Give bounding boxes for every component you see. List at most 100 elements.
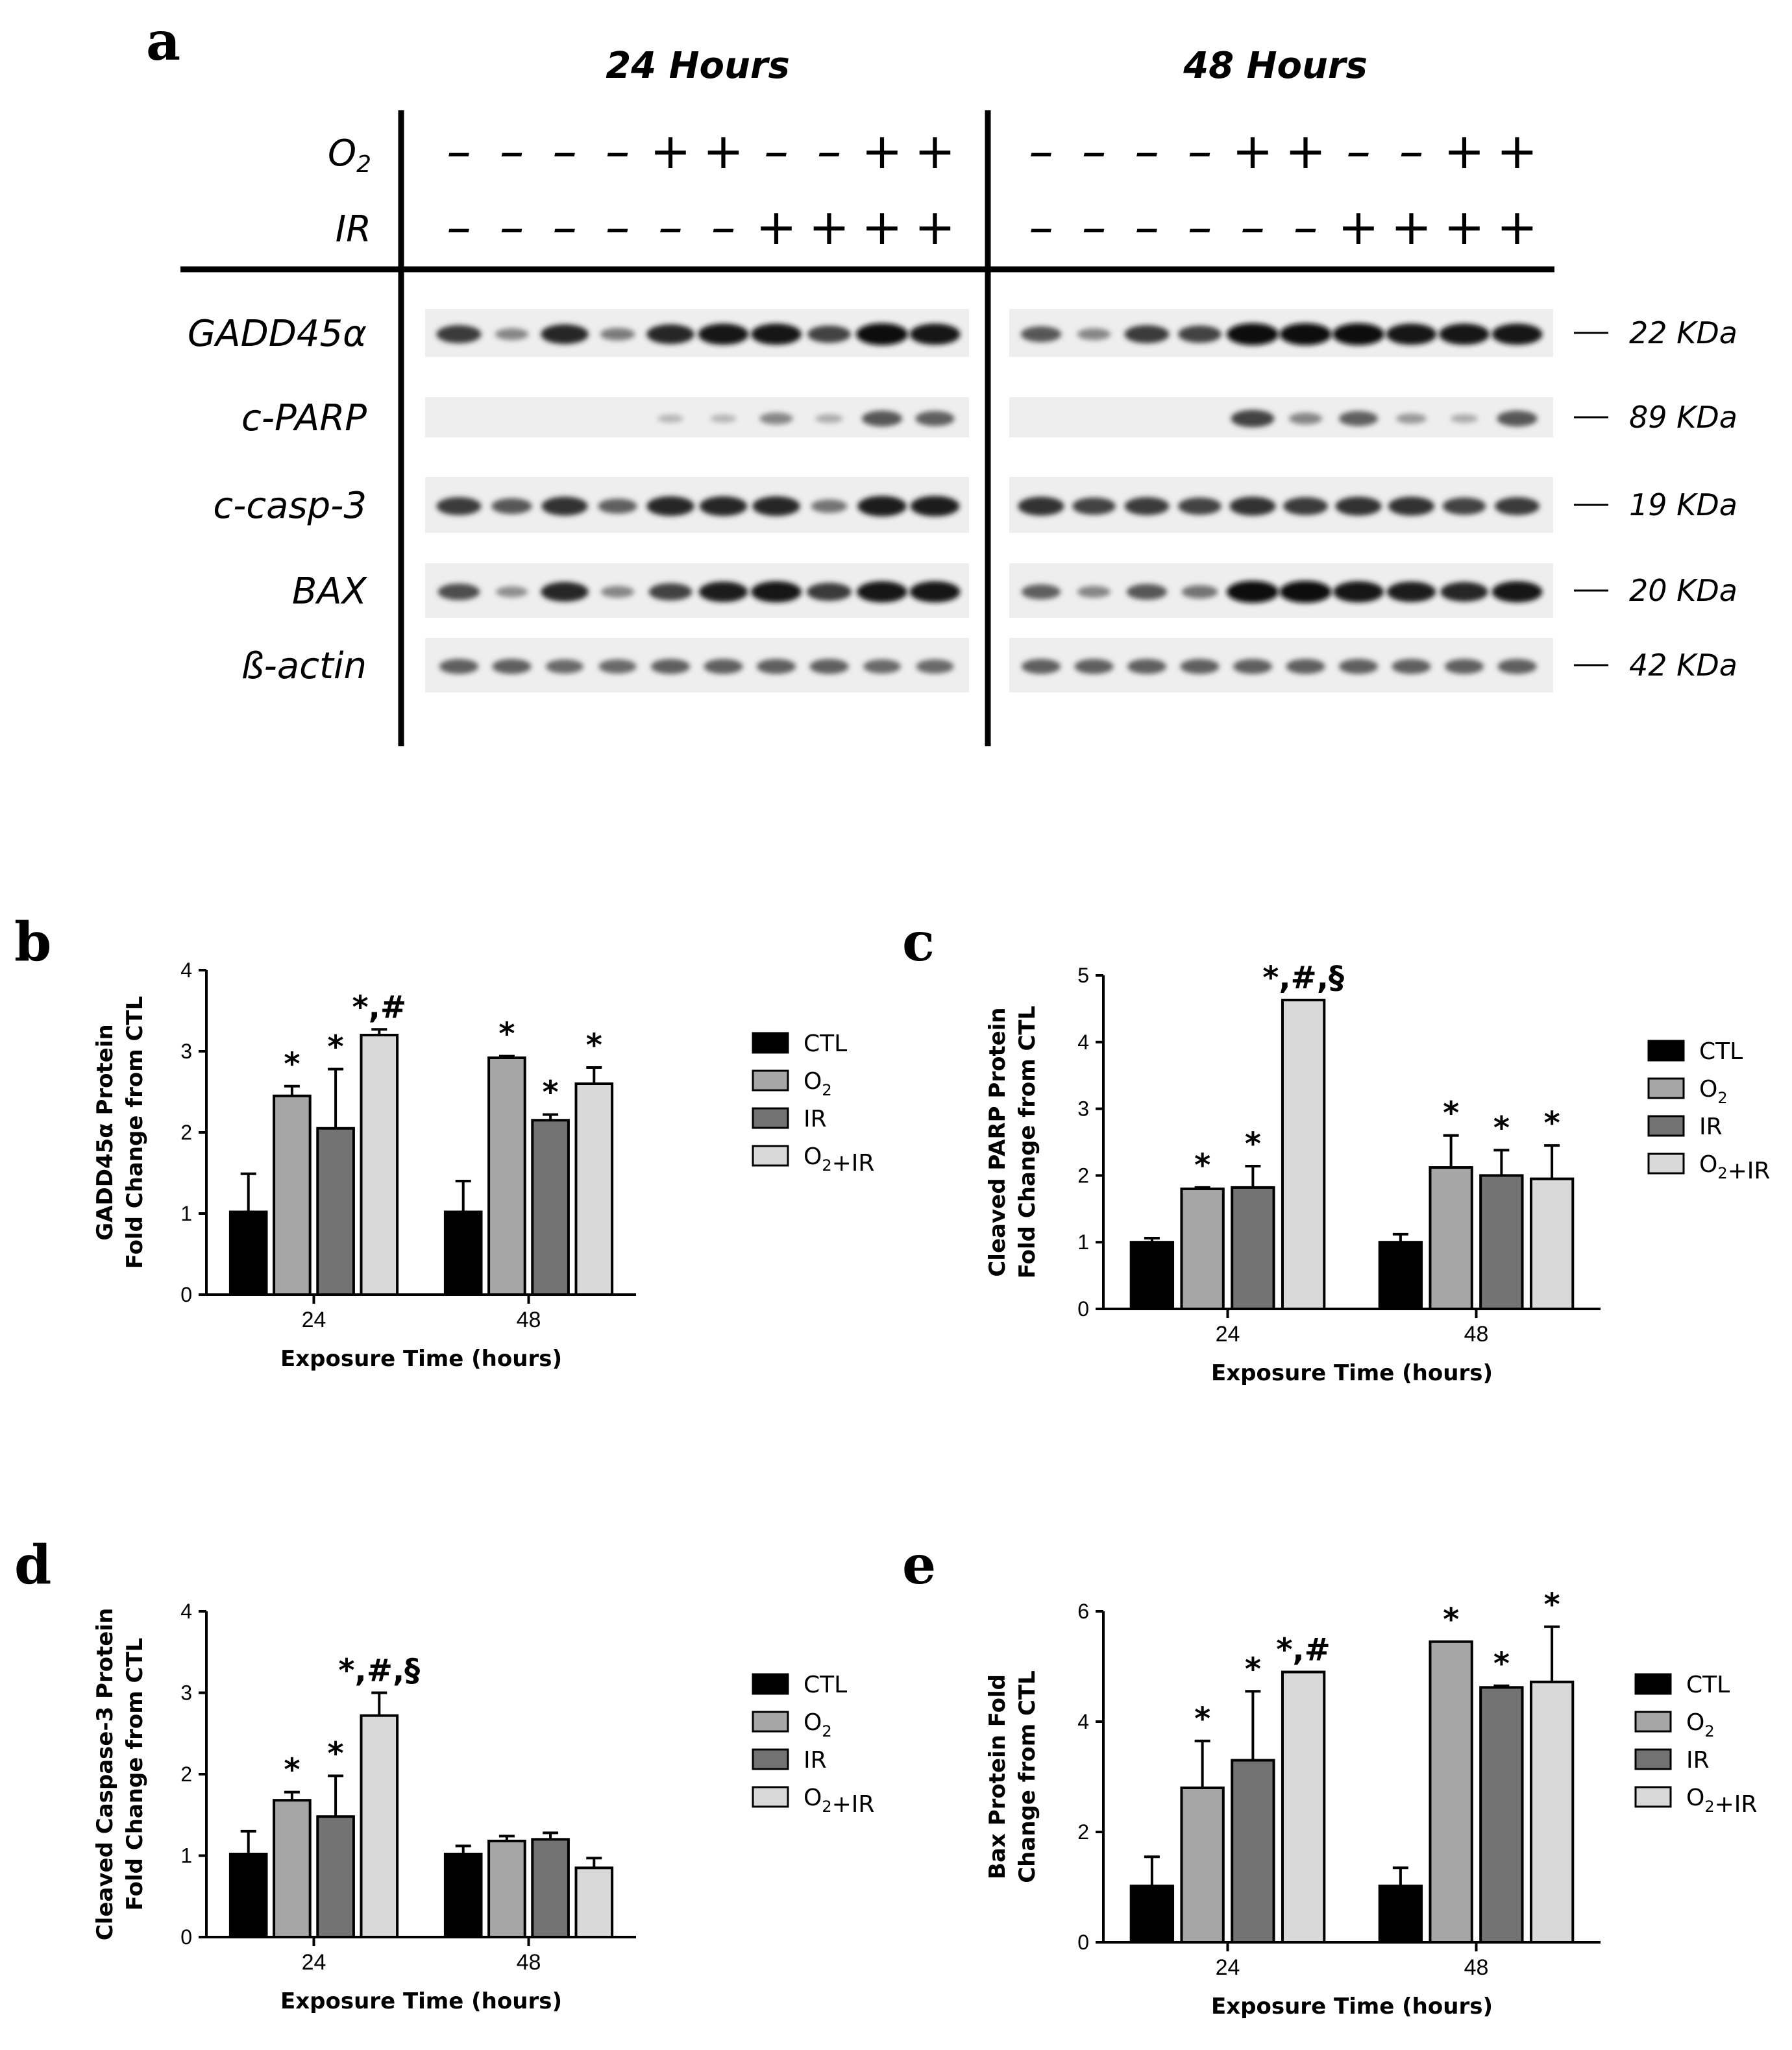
sign-48h-1-6: + xyxy=(1338,198,1379,256)
sign-24h-0-8: + xyxy=(861,122,903,180)
band-48h-4-2 xyxy=(1127,659,1167,674)
bar-o2-ir-48 xyxy=(1529,1177,1575,1311)
protein-label-0: GADD45α xyxy=(188,313,367,355)
bar-ctl-48 xyxy=(1378,1885,1423,1944)
size-label-2: 19 KDa xyxy=(1629,487,1737,522)
band-48h-2-7 xyxy=(1388,496,1435,516)
band-48h-4-1 xyxy=(1074,659,1114,674)
bar-ir-48 xyxy=(1479,1174,1524,1311)
legend-label-ctl: CTL xyxy=(804,1031,847,1057)
band-48h-1-5 xyxy=(1288,412,1323,425)
sign-24h-1-6: + xyxy=(755,198,797,256)
sign-48h-0-8: + xyxy=(1443,122,1485,180)
sign-48h-0-3: – xyxy=(1188,122,1212,180)
sign-48h-1-4: – xyxy=(1240,198,1265,256)
bar-ctl-24 xyxy=(1129,1241,1175,1310)
x-axis-title: Exposure Time (hours) xyxy=(280,1988,562,2014)
y-axis-title: Cleaved PARP Protein Fold Change from CTL xyxy=(985,1006,1040,1279)
band-48h-2-1 xyxy=(1072,497,1116,515)
y-tick-label: 3 xyxy=(180,1040,192,1063)
sign-24h-0-3: – xyxy=(606,122,630,180)
size-label-4: 42 KDa xyxy=(1629,648,1737,683)
legend-swatch-ctl xyxy=(752,1673,789,1695)
legend-label-o2: O2 xyxy=(804,1068,832,1099)
sign-48h-0-4: + xyxy=(1232,122,1273,180)
y-tick-label: 1 xyxy=(180,1202,192,1225)
band-48h-2-0 xyxy=(1018,496,1064,516)
sign-24h-1-1: – xyxy=(500,198,524,256)
size-label-0: 22 KDa xyxy=(1629,315,1737,350)
legend-label-ir: IR xyxy=(1699,1114,1723,1140)
band-48h-4-5 xyxy=(1286,659,1325,674)
sign-24h-0-7: – xyxy=(817,122,842,180)
x-tick-label: 48 xyxy=(517,1308,541,1332)
band-24h-4-0 xyxy=(439,659,479,674)
size-label-1: 89 KDa xyxy=(1629,400,1737,435)
x-tick-label: 24 xyxy=(1216,1955,1240,1980)
legend-swatch-ctl xyxy=(1647,1040,1685,1062)
band-24h-4-1 xyxy=(492,659,532,674)
legend-label-ctl: CTL xyxy=(1699,1038,1743,1065)
sign-48h-1-9: + xyxy=(1497,198,1538,256)
chart-d: d 0 1 2 3 4 Cleaved Caspase-3 Protein Fold Chan… xyxy=(14,1534,874,2014)
x-axis-title: Exposure Time (hours) xyxy=(280,1346,562,1372)
band-48h-2-6 xyxy=(1335,496,1382,516)
y-tick-label: 3 xyxy=(1077,1097,1089,1121)
sign-48h-0-1: – xyxy=(1082,122,1107,180)
band-24h-0-3 xyxy=(600,328,635,341)
significance-mark: * xyxy=(1245,1126,1261,1162)
band-48h-2-5 xyxy=(1283,497,1328,515)
condition-label-ir: IR xyxy=(336,208,371,250)
band-48h-3-4 xyxy=(1227,581,1279,603)
band-24h-1-4 xyxy=(657,414,684,423)
y-tick-label: 1 xyxy=(180,1844,192,1868)
bar-ir-48 xyxy=(531,1119,570,1296)
band-48h-0-4 xyxy=(1227,323,1279,345)
band-48h-3-8 xyxy=(1440,581,1488,602)
y-axis-title: Bax Protein Fold Change from CTL xyxy=(985,1670,1040,1883)
bar-o2-ir-48 xyxy=(574,1082,614,1296)
sign-24h-0-6: – xyxy=(764,122,789,180)
band-48h-0-7 xyxy=(1386,323,1437,345)
significance-mark: * xyxy=(284,1046,300,1082)
band-48h-3-7 xyxy=(1386,581,1436,602)
band-48h-3-2 xyxy=(1126,583,1168,600)
significance-mark: * xyxy=(1493,1646,1510,1682)
x-tick-label: 48 xyxy=(1464,1322,1489,1347)
band-24h-0-8 xyxy=(856,323,908,345)
y-tick-label: 5 xyxy=(1077,964,1089,987)
y-tick-label: 4 xyxy=(180,1600,192,1623)
x-tick-label: 24 xyxy=(1216,1322,1240,1347)
legend-label-ir: IR xyxy=(1686,1747,1710,1774)
band-48h-0-6 xyxy=(1332,323,1384,345)
y-tick-label: 0 xyxy=(180,1925,192,1949)
bar-o2-48 xyxy=(487,1839,526,1938)
band-48h-1-9 xyxy=(1497,410,1538,427)
band-24h-0-6 xyxy=(751,323,802,345)
significance-mark: * xyxy=(1194,1147,1210,1184)
band-48h-1-6 xyxy=(1338,411,1379,426)
significance-mark: * xyxy=(328,1029,344,1066)
significance-mark: * xyxy=(1544,1587,1560,1623)
band-48h-2-4 xyxy=(1229,496,1276,516)
bar-o2-24 xyxy=(273,1094,312,1296)
y-tick-label: 2 xyxy=(180,1121,192,1144)
band-24h-2-8 xyxy=(857,496,907,517)
legend-label-o2: O2 xyxy=(804,1709,832,1740)
legend-swatch-o2-ir xyxy=(752,1145,789,1167)
band-48h-2-3 xyxy=(1178,497,1221,515)
header-48-hours: 48 Hours xyxy=(1183,45,1368,87)
band-24h-0-9 xyxy=(909,323,961,345)
band-48h-2-9 xyxy=(1495,497,1540,515)
sign-24h-1-4: – xyxy=(658,198,683,256)
band-48h-4-9 xyxy=(1497,659,1537,674)
significance-mark: *,# xyxy=(352,989,407,1025)
band-24h-1-8 xyxy=(861,410,903,427)
panel-letter-d: d xyxy=(14,1534,51,1596)
band-48h-4-0 xyxy=(1021,659,1061,674)
x-tick-label: 24 xyxy=(302,1308,326,1332)
sign-24h-0-2: – xyxy=(552,122,577,180)
band-24h-0-1 xyxy=(495,328,529,341)
